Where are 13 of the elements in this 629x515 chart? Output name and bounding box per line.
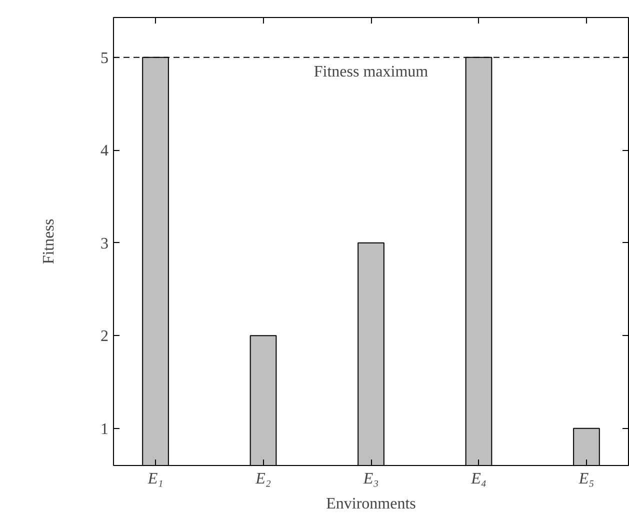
y-tick-label: 2 (100, 328, 108, 346)
x-tick-label: E₅ (578, 470, 594, 488)
y-axis-title: Fitness (40, 218, 58, 264)
y-tick-label: 4 (100, 142, 108, 160)
x-tick-label: E₂ (254, 470, 272, 488)
y-tick-label: 3 (100, 235, 108, 252)
x-tick-label: E₄ (470, 470, 486, 488)
x-tick-label: E₁ (146, 470, 164, 488)
y-tick-label: 5 (100, 50, 108, 67)
x-axis-title: Environments (326, 496, 416, 512)
x-tick-label: E₃ (362, 470, 379, 488)
ref-line-label: Fitness maximum (314, 63, 429, 80)
y-tick-label: 1 (100, 420, 108, 438)
